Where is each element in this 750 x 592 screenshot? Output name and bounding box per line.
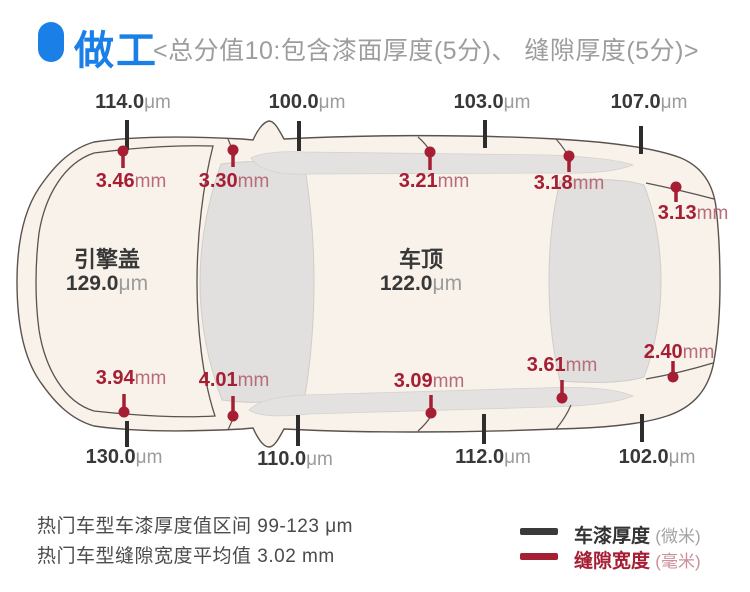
paint-value-front-top: 114.0μm [95,91,171,113]
paint-value-roof-front-bottom: 110.0μm [257,448,333,470]
hood-seam [35,145,216,418]
paint-thickness-ticks [125,120,644,447]
gap-width-pins [117,144,682,422]
paint-value-front-bottom: 130.0μm [85,446,163,468]
area-name-hood: 引擎盖 [73,247,141,272]
gap-value-rear-door-bottom: 3.61mm [526,354,598,376]
paint-value-roof-rear-bottom: 112.0μm [455,446,531,468]
area-value-hood: 129.0μm [65,272,149,295]
gap-value-hood-front-bottom: 3.94mm [95,367,167,389]
legend-gap-label: 缝隙宽度 (毫米) [574,551,701,572]
paint-value-rear-bottom: 102.0μm [618,446,696,468]
gap-value-hood-front-top: 3.46mm [95,170,167,192]
car-body-outline [16,120,721,448]
paint-value-rear-top: 107.0μm [610,91,688,113]
gap-value-hood-rear-bottom: 4.01mm [198,369,270,391]
gap-value-trunk-bottom: 2.40mm [643,341,715,363]
gap-value-front-door-bottom: 3.09mm [393,370,465,392]
area-name-roof: 车顶 [398,247,444,272]
rear-window [548,179,662,383]
gap-value-rear-door-top: 3.18mm [533,172,605,194]
area-value-roof: 122.0μm [379,272,463,295]
section-marker-icon [38,22,64,62]
page-title: 做工 [74,29,158,73]
gap-value-front-door-top: 3.21mm [398,170,470,192]
paint-value-roof-rear-top: 103.0μm [453,91,531,113]
side-window-top [250,151,635,175]
legend-gap-swatch [520,553,558,560]
footer-paint-range: 热门车型车漆厚度值区间 99-123 μm [37,516,353,537]
windshield [199,161,315,403]
legend-paint-label: 车漆厚度 (微米) [574,526,701,547]
page-subtitle: <总分值10:包含漆面厚度(5分)、 缝隙厚度(5分)> [153,37,700,65]
gap-value-hood-rear-top: 3.30mm [198,170,270,192]
paint-value-roof-front-top: 100.0μm [268,91,346,113]
gap-value-trunk-top: 3.13mm [657,202,729,224]
legend-paint-swatch [520,528,558,535]
footer-gap-average: 热门车型缝隙宽度平均值 3.02 mm [37,546,335,567]
